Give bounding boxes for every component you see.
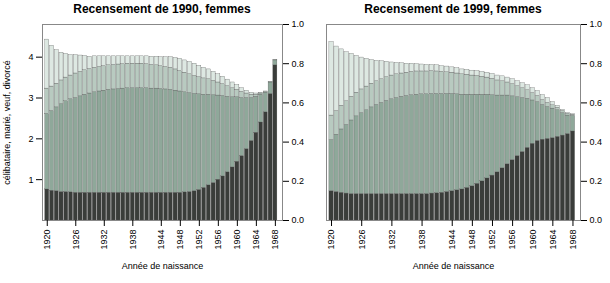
svg-text:4: 4 (28, 52, 33, 62)
svg-text:0.8: 0.8 (292, 59, 305, 69)
svg-text:1938: 1938 (417, 230, 427, 250)
svg-text:1944: 1944 (156, 230, 166, 250)
svg-text:1932: 1932 (387, 230, 397, 250)
svg-text:0.2: 0.2 (292, 176, 305, 186)
svg-text:0.4: 0.4 (292, 137, 305, 147)
svg-text:1964: 1964 (251, 230, 261, 250)
svg-text:1960: 1960 (528, 230, 538, 250)
svg-text:0.0: 0.0 (590, 215, 603, 225)
svg-text:Année de naissance: Année de naissance (413, 261, 495, 271)
svg-text:célibataire, marié, veuf, divo: célibataire, marié, veuf, divorcé (2, 60, 12, 185)
svg-text:1920: 1920 (326, 230, 336, 250)
svg-text:1920: 1920 (42, 230, 52, 250)
svg-text:1926: 1926 (71, 230, 81, 250)
svg-text:0.6: 0.6 (292, 98, 305, 108)
svg-text:1932: 1932 (99, 230, 109, 250)
svg-text:1956: 1956 (507, 230, 517, 250)
svg-text:1: 1 (28, 175, 33, 185)
svg-text:1956: 1956 (213, 230, 223, 250)
html-text:Recensement de 1999, femmes: Recensement de 1999, femmes (364, 2, 542, 16)
svg-text:1968: 1968 (270, 230, 280, 250)
svg-text:1952: 1952 (487, 230, 497, 250)
svg-text:1968: 1968 (568, 230, 578, 250)
svg-text:0.0: 0.0 (292, 215, 305, 225)
svg-text:2: 2 (28, 134, 33, 144)
svg-text:1944: 1944 (447, 230, 457, 250)
svg-text:0.2: 0.2 (590, 176, 603, 186)
svg-text:1960: 1960 (232, 230, 242, 250)
svg-text:0.6: 0.6 (590, 98, 603, 108)
svg-text:1926: 1926 (357, 230, 367, 250)
svg-text:0.8: 0.8 (590, 59, 603, 69)
svg-text:1.0: 1.0 (590, 19, 603, 29)
html-text:Recensement de 1990, femmes: Recensement de 1990, femmes (73, 2, 251, 16)
svg-text:1952: 1952 (194, 230, 204, 250)
svg-text:Année de naissance: Année de naissance (122, 261, 204, 271)
svg-text:3: 3 (28, 93, 33, 103)
svg-text:1964: 1964 (548, 230, 558, 250)
svg-text:0.4: 0.4 (590, 137, 603, 147)
svg-text:1948: 1948 (467, 230, 477, 250)
svg-text:1.0: 1.0 (292, 19, 305, 29)
svg-text:1938: 1938 (128, 230, 138, 250)
svg-text:1948: 1948 (175, 230, 185, 250)
